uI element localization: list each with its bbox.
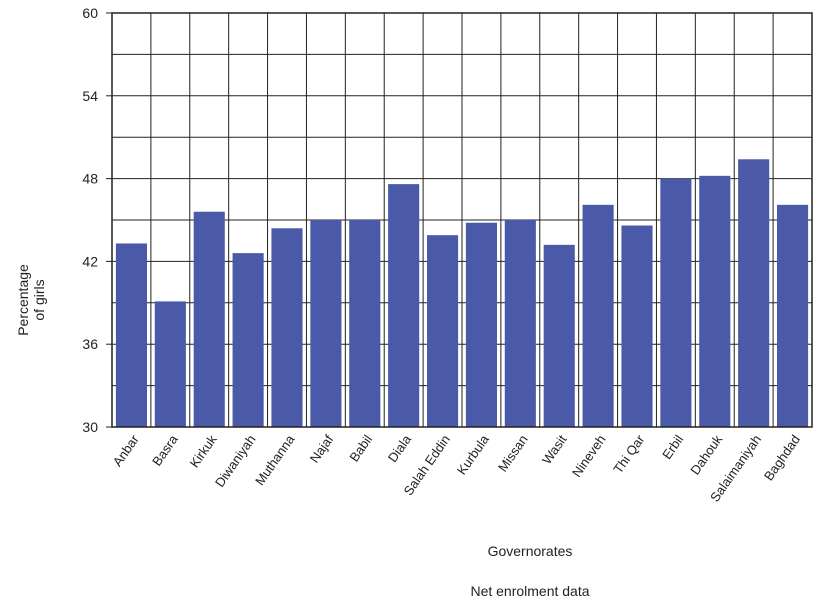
- bar: [115, 243, 147, 427]
- x-tick-label: Anbar: [110, 432, 143, 470]
- y-axis-title-line-2: of girls: [31, 279, 47, 320]
- bar: [660, 178, 692, 427]
- bar: [543, 244, 575, 427]
- x-tick-label: Najaf: [307, 432, 337, 466]
- x-tick-label: Kurbula: [454, 431, 492, 477]
- y-tick-label: 36: [82, 336, 98, 352]
- bar: [310, 220, 342, 427]
- bar: [427, 235, 459, 427]
- x-tick-label: Babil: [346, 432, 375, 464]
- x-tick-label: Erbil: [659, 432, 686, 462]
- bar: [621, 225, 653, 427]
- y-axis-title-line-1: Percentage: [15, 264, 31, 336]
- x-tick-label: Wasit: [539, 432, 570, 467]
- bar: [582, 204, 614, 427]
- bar: [777, 204, 809, 427]
- bar: [388, 184, 420, 427]
- x-tick-label: Nineveh: [569, 432, 609, 480]
- y-tick-label: 42: [82, 253, 98, 269]
- x-tick-label: Basra: [149, 431, 181, 468]
- y-tick-label: 48: [82, 171, 98, 187]
- x-tick-label: Diala: [385, 431, 415, 465]
- bar: [465, 222, 497, 427]
- bar: [504, 220, 536, 427]
- x-tick-label: Dahouk: [687, 432, 725, 478]
- x-tick-label: Baghdad: [761, 432, 803, 483]
- bar: [349, 220, 381, 427]
- chart-caption: Net enrolment data: [470, 583, 589, 599]
- y-axis-ticks: 30 36 42 48 54 60: [82, 5, 112, 435]
- bars: [115, 159, 809, 427]
- plot-frame: [111, 12, 813, 428]
- x-tick-label: Muthanna: [252, 431, 298, 488]
- bar: [154, 301, 186, 427]
- y-tick-label: 60: [82, 5, 98, 21]
- bar: [271, 228, 303, 427]
- y-tick-label: 54: [82, 88, 98, 104]
- bar: [232, 253, 264, 427]
- bar: [738, 159, 770, 427]
- x-tick-label: Thi Qar: [610, 432, 648, 477]
- y-tick-label: 30: [82, 419, 98, 435]
- bar: [699, 175, 731, 427]
- bar: [193, 211, 225, 427]
- x-axis-title: Governorates: [488, 543, 573, 559]
- x-tick-label: Kirkuk: [187, 432, 220, 471]
- x-tick-label: Missan: [495, 432, 531, 474]
